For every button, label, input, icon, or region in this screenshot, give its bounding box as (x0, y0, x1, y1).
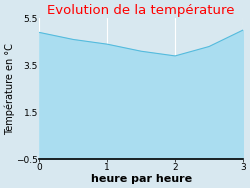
Title: Evolution de la température: Evolution de la température (48, 4, 235, 17)
X-axis label: heure par heure: heure par heure (90, 174, 192, 184)
Y-axis label: Température en °C: Température en °C (4, 43, 15, 135)
